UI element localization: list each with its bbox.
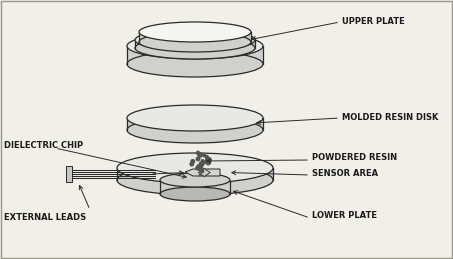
Circle shape xyxy=(205,155,208,159)
Ellipse shape xyxy=(139,22,251,42)
Ellipse shape xyxy=(117,153,273,183)
Circle shape xyxy=(207,159,211,162)
Text: SENSOR AREA: SENSOR AREA xyxy=(312,169,378,177)
Circle shape xyxy=(197,151,199,154)
Polygon shape xyxy=(139,22,251,42)
Circle shape xyxy=(191,160,195,163)
Circle shape xyxy=(200,169,203,172)
Ellipse shape xyxy=(127,51,263,77)
Ellipse shape xyxy=(127,105,263,131)
Polygon shape xyxy=(127,105,263,130)
Circle shape xyxy=(203,161,205,162)
Polygon shape xyxy=(135,29,255,48)
Text: DIELECTRIC CHIP: DIELECTRIC CHIP xyxy=(4,141,83,150)
Circle shape xyxy=(206,161,210,165)
Text: UPPER PLATE: UPPER PLATE xyxy=(342,17,405,25)
Circle shape xyxy=(198,153,202,157)
Text: EXTERNAL LEADS: EXTERNAL LEADS xyxy=(4,213,86,222)
Bar xyxy=(66,166,72,182)
Circle shape xyxy=(199,174,202,176)
Circle shape xyxy=(197,166,198,168)
Circle shape xyxy=(201,160,204,162)
Ellipse shape xyxy=(127,117,263,143)
Circle shape xyxy=(203,154,205,157)
Ellipse shape xyxy=(135,37,255,59)
Ellipse shape xyxy=(160,187,230,201)
Ellipse shape xyxy=(127,33,263,59)
Circle shape xyxy=(197,164,202,169)
Circle shape xyxy=(199,167,203,171)
Circle shape xyxy=(206,157,211,163)
Text: LOWER PLATE: LOWER PLATE xyxy=(312,212,377,220)
Circle shape xyxy=(200,162,202,164)
Circle shape xyxy=(190,162,193,166)
Ellipse shape xyxy=(135,29,255,51)
Circle shape xyxy=(196,157,200,161)
Text: POWDERED RESIN: POWDERED RESIN xyxy=(312,154,397,162)
Polygon shape xyxy=(117,153,273,180)
Circle shape xyxy=(196,167,199,170)
Circle shape xyxy=(203,161,206,163)
Text: MOLDED RESIN DISK: MOLDED RESIN DISK xyxy=(342,112,439,121)
Polygon shape xyxy=(160,173,230,194)
Circle shape xyxy=(201,163,204,166)
Ellipse shape xyxy=(139,32,251,52)
Circle shape xyxy=(202,161,204,164)
Polygon shape xyxy=(185,169,220,176)
Ellipse shape xyxy=(160,173,230,187)
Ellipse shape xyxy=(117,165,273,195)
Polygon shape xyxy=(198,169,210,176)
Polygon shape xyxy=(127,33,263,64)
